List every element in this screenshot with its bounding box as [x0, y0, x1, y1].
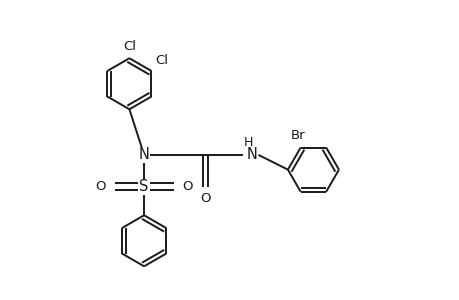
Text: Br: Br: [290, 129, 305, 142]
Text: O: O: [95, 180, 106, 193]
Text: O: O: [182, 180, 192, 193]
Text: Cl: Cl: [123, 40, 135, 53]
Text: S: S: [139, 179, 148, 194]
Text: Cl: Cl: [155, 54, 168, 67]
Text: N: N: [138, 147, 149, 162]
Text: O: O: [200, 192, 210, 205]
Text: N: N: [246, 147, 257, 162]
Text: H: H: [243, 136, 252, 149]
